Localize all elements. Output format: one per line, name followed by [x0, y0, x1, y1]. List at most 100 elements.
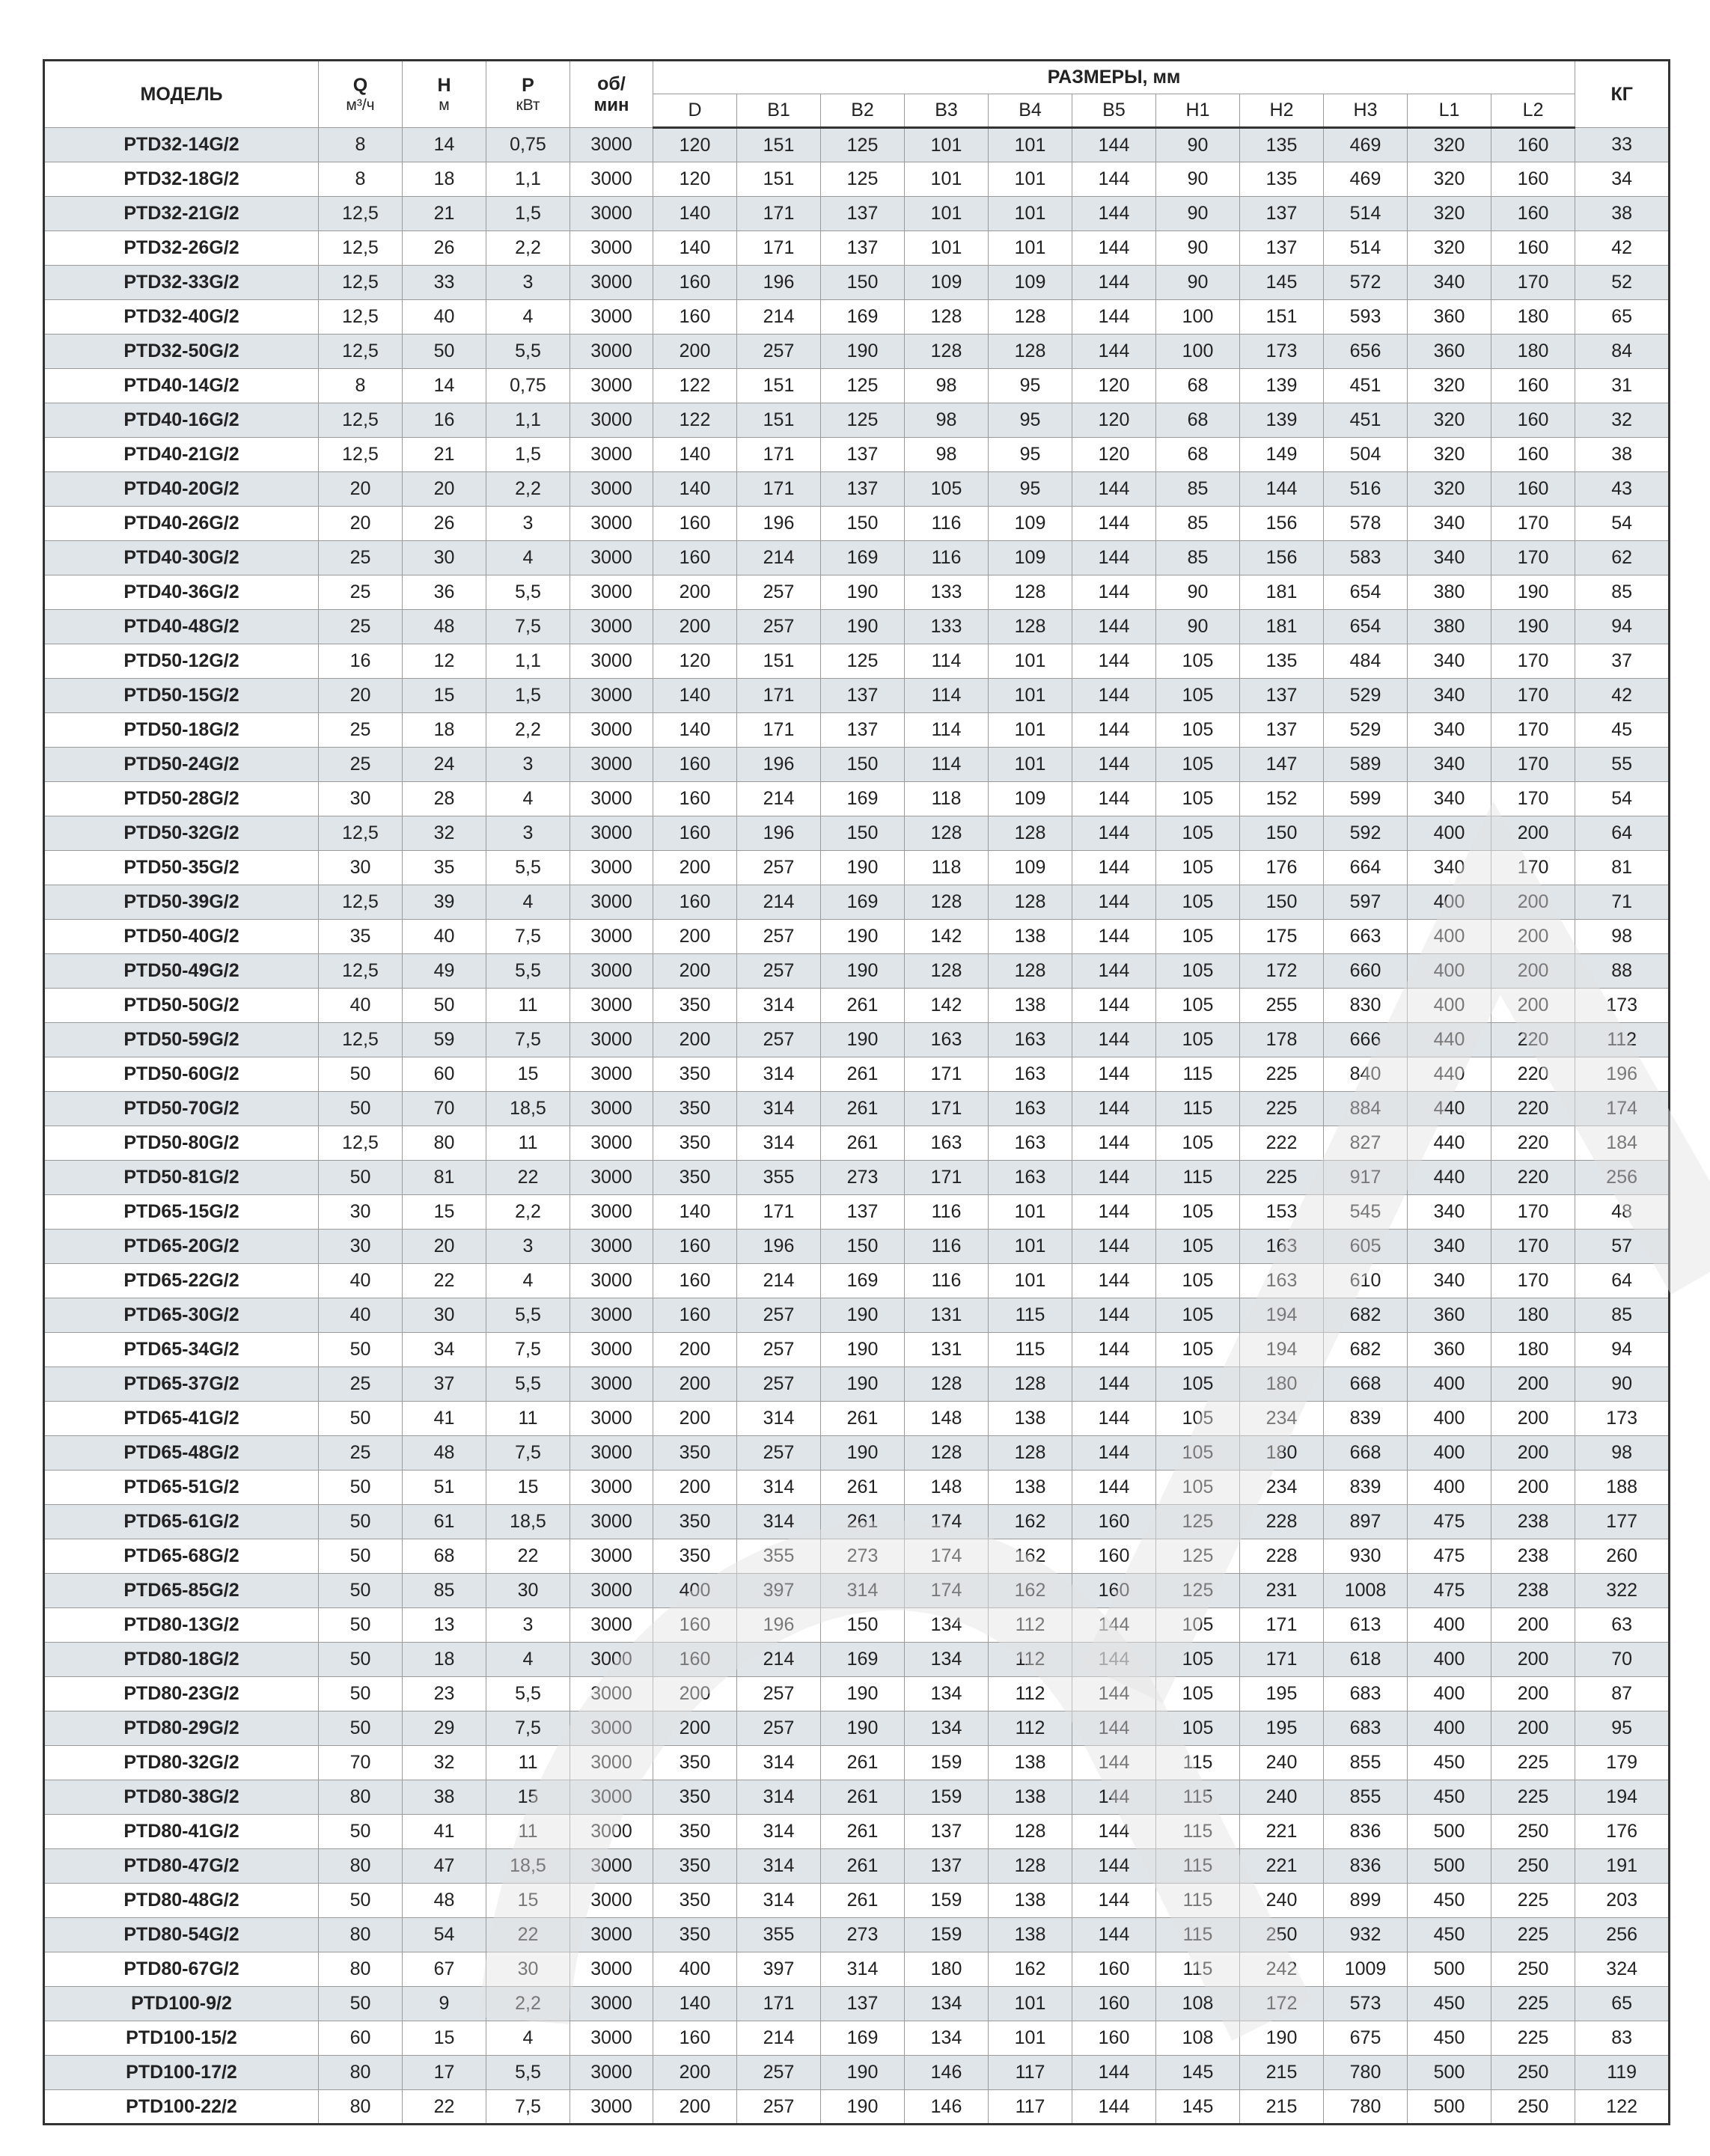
table-row: PTD65-22G/2 40 22 4 3000 160 214 169 116 101 144 10…	[43, 1263, 1670, 1298]
cell-model: PTD50-81G/2	[43, 1160, 319, 1195]
cell-dim-b5: 144	[1072, 1057, 1156, 1092]
cell-p: 3	[486, 1607, 570, 1643]
cell-dim-h2: 181	[1239, 575, 1324, 610]
table-row: PTD50-24G/2 25 24 3 3000 160 196 150 114 101 144 10…	[43, 747, 1670, 782]
cell-weight: 81	[1575, 850, 1670, 885]
cell-dim-b3: 128	[904, 1435, 989, 1471]
cell-dim-b1: 214	[736, 540, 821, 575]
cell-h: 30	[402, 540, 486, 575]
cell-rpm: 3000	[570, 678, 653, 713]
cell-dim-d: 160	[653, 781, 737, 816]
cell-dim-b4: 128	[988, 1366, 1072, 1402]
cell-model: PTD100-22/2	[43, 2089, 319, 2125]
cell-dim-b3: 134	[904, 1607, 989, 1643]
cell-dim-h2: 195	[1239, 1711, 1324, 1746]
cell-dim-b3: 159	[904, 1745, 989, 1780]
cell-p: 1,5	[486, 196, 570, 231]
cell-dim-b2: 261	[820, 1504, 905, 1539]
cell-rpm: 3000	[570, 1848, 653, 1884]
cell-dim-h1: 105	[1155, 712, 1240, 748]
header-model: МОДЕЛЬ	[43, 60, 319, 128]
cell-p: 3	[486, 1229, 570, 1264]
cell-dim-l2: 180	[1490, 299, 1576, 335]
cell-dim-d: 140	[653, 678, 737, 713]
cell-h: 32	[402, 816, 486, 851]
table-row: PTD40-26G/2 20 26 3 3000 160 196 150 116 109 144 85…	[43, 506, 1670, 541]
cell-dim-b1: 257	[736, 1366, 821, 1402]
cell-dim-h2: 195	[1239, 1676, 1324, 1711]
cell-p: 1,1	[486, 403, 570, 438]
cell-model: PTD32-50G/2	[43, 334, 319, 369]
cell-dim-b4: 101	[988, 2021, 1072, 2056]
cell-p: 1,5	[486, 437, 570, 472]
cell-dim-d: 200	[653, 2055, 737, 2090]
table-row: PTD50-80G/2 12,5 80 11 3000 350 314 261 163 163 14…	[43, 1126, 1670, 1161]
cell-rpm: 3000	[570, 1263, 653, 1298]
cell-dim-d: 200	[653, 1711, 737, 1746]
cell-p: 7,5	[486, 1022, 570, 1057]
cell-p: 4	[486, 781, 570, 816]
cell-q: 50	[318, 1504, 403, 1539]
cell-dim-l1: 340	[1407, 540, 1491, 575]
cell-dim-l2: 170	[1490, 540, 1576, 575]
cell-dim-l1: 340	[1407, 1194, 1491, 1230]
cell-h: 81	[402, 1160, 486, 1195]
cell-dim-l2: 200	[1490, 919, 1576, 954]
cell-rpm: 3000	[570, 2055, 653, 2090]
table-row: PTD100-15/2 60 15 4 3000 160 214 169 134 101 160 10…	[43, 2021, 1670, 2056]
cell-dim-b2: 261	[820, 1091, 905, 1126]
cell-dim-d: 400	[653, 1573, 737, 1608]
cell-dim-h2: 147	[1239, 747, 1324, 782]
cell-dim-d: 200	[653, 1401, 737, 1436]
cell-dim-h2: 171	[1239, 1607, 1324, 1643]
cell-p: 2,2	[486, 1986, 570, 2021]
cell-dim-l2: 225	[1490, 1986, 1576, 2021]
table-row: PTD65-48G/2 25 48 7,5 3000 350 257 190 128 128 144…	[43, 1435, 1670, 1471]
cell-rpm: 3000	[570, 1126, 653, 1161]
cell-dim-d: 200	[653, 850, 737, 885]
cell-dim-b1: 257	[736, 1332, 821, 1367]
cell-dim-b2: 190	[820, 1366, 905, 1402]
cell-dim-l2: 170	[1490, 1263, 1576, 1298]
cell-dim-b2: 150	[820, 265, 905, 300]
cell-q: 8	[318, 162, 403, 197]
cell-dim-h2: 137	[1239, 196, 1324, 231]
cell-dim-l1: 380	[1407, 575, 1491, 610]
cell-q: 12,5	[318, 230, 403, 266]
cell-p: 5,5	[486, 850, 570, 885]
cell-p: 7,5	[486, 919, 570, 954]
cell-dim-b4: 163	[988, 1160, 1072, 1195]
cell-dim-b1: 214	[736, 781, 821, 816]
cell-dim-h1: 90	[1155, 230, 1240, 266]
cell-dim-b4: 95	[988, 437, 1072, 472]
cell-p: 5,5	[486, 575, 570, 610]
cell-dim-b5: 160	[1072, 1986, 1156, 2021]
cell-h: 22	[402, 2089, 486, 2125]
cell-dim-h2: 222	[1239, 1126, 1324, 1161]
cell-model: PTD65-41G/2	[43, 1401, 319, 1436]
cell-dim-b5: 144	[1072, 265, 1156, 300]
cell-model: PTD50-59G/2	[43, 1022, 319, 1057]
cell-h: 48	[402, 1883, 486, 1918]
cell-q: 50	[318, 1573, 403, 1608]
cell-rpm: 3000	[570, 127, 653, 162]
cell-p: 18,5	[486, 1504, 570, 1539]
cell-dim-b1: 314	[736, 1470, 821, 1505]
cell-dim-b2: 273	[820, 1539, 905, 1574]
cell-q: 12,5	[318, 953, 403, 989]
cell-h: 23	[402, 1676, 486, 1711]
cell-dim-h2: 221	[1239, 1814, 1324, 1849]
cell-dim-b3: 137	[904, 1848, 989, 1884]
cell-dim-d: 122	[653, 403, 737, 438]
cell-dim-l1: 400	[1407, 988, 1491, 1023]
cell-weight: 95	[1575, 1711, 1670, 1746]
cell-dim-b1: 196	[736, 1229, 821, 1264]
cell-rpm: 3000	[570, 1504, 653, 1539]
cell-dim-b5: 144	[1072, 678, 1156, 713]
cell-q: 40	[318, 1263, 403, 1298]
cell-dim-b5: 120	[1072, 437, 1156, 472]
cell-h: 41	[402, 1814, 486, 1849]
cell-dim-b4: 109	[988, 781, 1072, 816]
cell-dim-b1: 257	[736, 1435, 821, 1471]
cell-dim-b5: 144	[1072, 988, 1156, 1023]
